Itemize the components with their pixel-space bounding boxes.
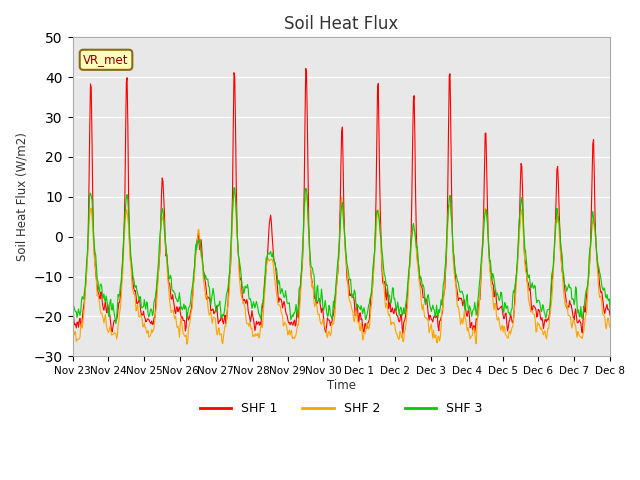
Text: VR_met: VR_met (83, 53, 129, 66)
SHF 2 (134, 301, 141, 307)
SHF 2 (79, 325, 86, 331)
SHF 2 (424, 315, 431, 321)
SHF 1 (188, 299, 196, 304)
Y-axis label: Soil Heat Flux (W/m2): Soil Heat Flux (W/m2) (15, 132, 28, 261)
SHF 1 (424, 304, 431, 310)
SHF 3 (189, 280, 196, 286)
SHF 2 (183, 341, 191, 347)
Legend: SHF 1, SHF 2, SHF 3: SHF 1, SHF 2, SHF 3 (195, 397, 488, 420)
Line: SHF 1: SHF 1 (72, 69, 610, 334)
SHF 2 (218, 331, 225, 336)
SHF 3 (230, 185, 238, 191)
SHF 3 (79, 294, 86, 300)
SHF 2 (606, 324, 614, 330)
SHF 3 (424, 293, 431, 299)
SHF 1 (408, 191, 416, 196)
SHF 1 (606, 312, 614, 318)
SHF 3 (68, 300, 76, 305)
SHF 3 (606, 306, 614, 312)
SHF 1 (134, 300, 141, 306)
SHF 3 (218, 315, 225, 321)
SHF 2 (68, 325, 76, 331)
SHF 2 (189, 293, 196, 299)
Line: SHF 3: SHF 3 (72, 188, 610, 324)
SHF 1 (68, 300, 76, 305)
SHF 3 (134, 293, 142, 299)
SHF 1 (79, 315, 86, 321)
SHF 2 (231, 189, 239, 195)
Title: Soil Heat Flux: Soil Heat Flux (284, 15, 398, 33)
X-axis label: Time: Time (327, 379, 356, 392)
SHF 1 (399, 331, 407, 336)
SHF 1 (302, 66, 310, 72)
SHF 3 (408, 233, 416, 239)
SHF 1 (217, 318, 225, 324)
SHF 2 (408, 234, 416, 240)
Line: SHF 2: SHF 2 (72, 192, 610, 344)
SHF 3 (112, 321, 120, 326)
